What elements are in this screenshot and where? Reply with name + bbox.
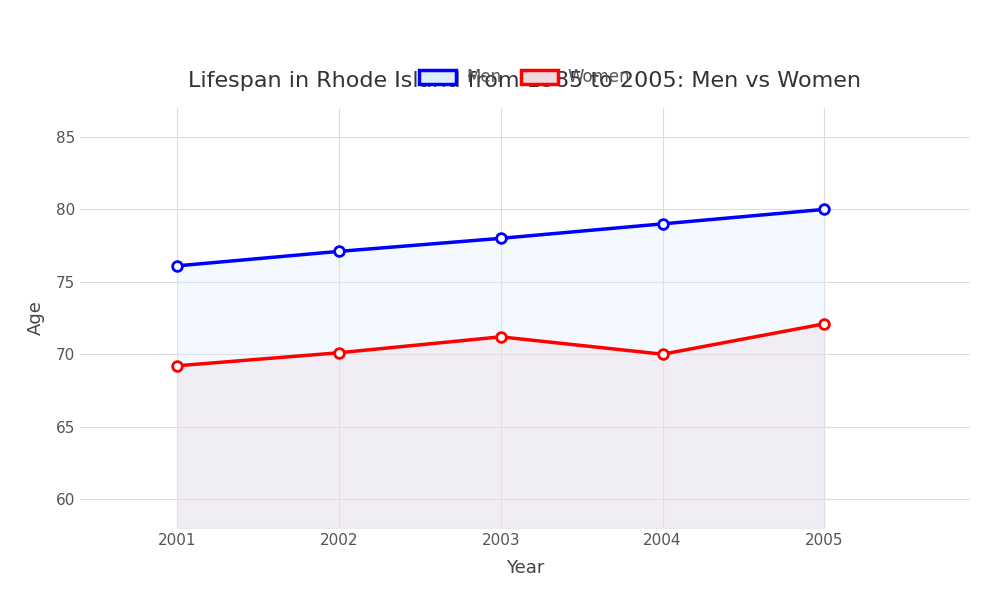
X-axis label: Year: Year xyxy=(506,559,544,577)
Legend: Men, Women: Men, Women xyxy=(413,62,637,93)
Title: Lifespan in Rhode Island from 1985 to 2005: Men vs Women: Lifespan in Rhode Island from 1985 to 20… xyxy=(188,71,862,91)
Y-axis label: Age: Age xyxy=(27,301,45,335)
